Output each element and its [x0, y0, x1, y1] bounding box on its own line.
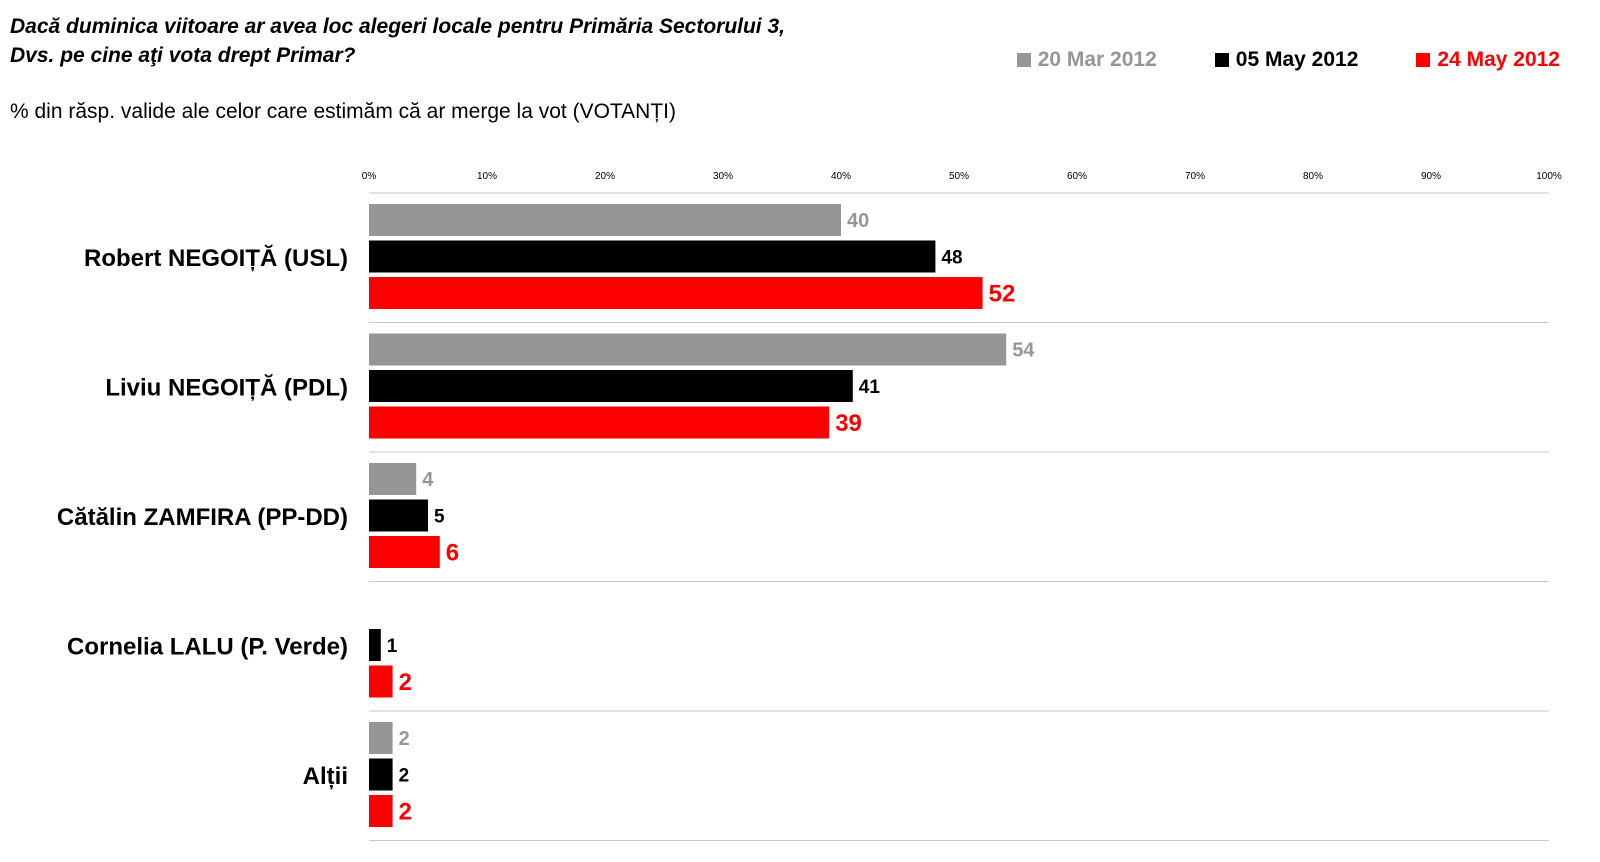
data-label: 41 — [859, 377, 881, 398]
x-tick-label: 40% — [831, 171, 851, 182]
x-tick-label: 100% — [1536, 171, 1562, 182]
legend-label-series-3: 24 May 2012 — [1437, 48, 1560, 71]
bar — [369, 463, 417, 495]
data-label: 5 — [434, 506, 445, 527]
legend-swatch-series-2 — [1214, 53, 1229, 67]
legend-swatch-series-3 — [1416, 53, 1431, 67]
category-label: Alții — [303, 763, 348, 790]
bar — [369, 536, 440, 568]
data-label: 39 — [835, 410, 862, 437]
data-label: 40 — [847, 210, 869, 232]
x-tick-label: 60% — [1067, 171, 1087, 182]
data-label: 48 — [941, 247, 962, 268]
chart-title: Dacă duminica viitoare ar avea loc alege… — [10, 12, 785, 70]
x-tick-label: 20% — [595, 171, 615, 182]
category-label: Robert NEGOIȚĂ (USL) — [84, 244, 348, 272]
bar — [369, 333, 1007, 366]
chart-subtitle: % din răsp. valide ale celor care estimă… — [10, 100, 677, 123]
title-line-2: Dvs. pe cine aţi vota drept Primar? — [10, 44, 356, 67]
x-tick-label: 50% — [949, 171, 969, 182]
category-label: Cătălin ZAMFIRA (PP-DD) — [57, 504, 348, 531]
legend-item-series-1: 20 Mar 2012 — [1016, 48, 1157, 72]
data-label: 2 — [399, 728, 410, 750]
legend: 20 Mar 2012 05 May 2012 24 May 2012 — [959, 48, 1560, 72]
bar — [369, 758, 393, 791]
bar — [369, 406, 830, 439]
data-label: 54 — [1012, 340, 1035, 362]
bar — [369, 277, 983, 309]
bar — [369, 240, 936, 273]
data-label: 4 — [422, 469, 434, 491]
legend-swatch-series-1 — [1016, 53, 1031, 67]
bar — [369, 795, 393, 827]
data-label: 1 — [387, 636, 398, 657]
x-tick-label: 0% — [362, 171, 377, 182]
bar — [369, 499, 428, 532]
category-label: Cornelia LALU (P. Verde) — [67, 633, 348, 660]
bar — [369, 665, 393, 698]
legend-label-series-2: 05 May 2012 — [1235, 48, 1359, 71]
bar — [369, 370, 853, 402]
x-tick-label: 80% — [1303, 171, 1323, 182]
legend-item-series-2: 05 May 2012 — [1214, 48, 1359, 72]
x-tick-label: 10% — [477, 171, 497, 182]
category-label: Liviu NEGOIȚĂ (PDL) — [105, 373, 348, 401]
data-label: 6 — [446, 540, 459, 567]
bar — [369, 204, 841, 236]
data-label: 52 — [989, 281, 1016, 308]
data-label: 2 — [399, 799, 412, 826]
x-tick-label: 30% — [713, 171, 733, 182]
bar — [369, 629, 381, 661]
data-label: 2 — [399, 669, 412, 696]
x-tick-label: 70% — [1185, 171, 1205, 182]
legend-item-series-3: 24 May 2012 — [1416, 48, 1560, 72]
data-label: 2 — [399, 765, 410, 786]
x-tick-label: 90% — [1421, 171, 1441, 182]
bar — [369, 722, 393, 754]
legend-label-series-1: 20 Mar 2012 — [1037, 48, 1157, 71]
title-line-1: Dacă duminica viitoare ar avea loc alege… — [10, 15, 785, 38]
